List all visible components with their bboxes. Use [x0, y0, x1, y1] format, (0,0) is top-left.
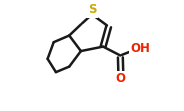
Text: S: S: [88, 3, 96, 16]
Text: OH: OH: [130, 42, 150, 55]
Text: O: O: [116, 72, 126, 85]
